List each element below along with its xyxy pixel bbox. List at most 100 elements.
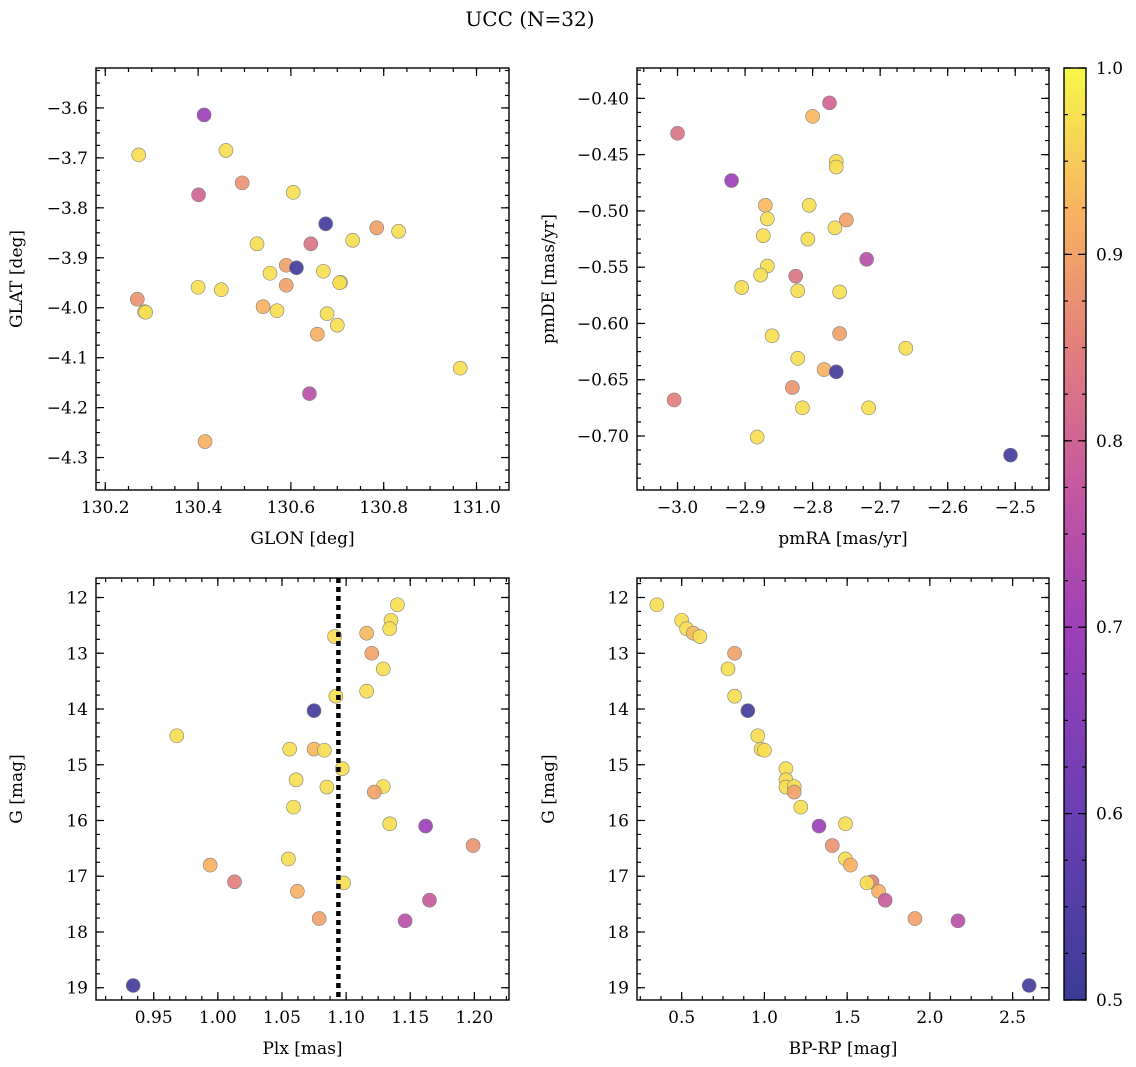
scatter-point xyxy=(828,364,844,380)
y-tick-label: −3.8 xyxy=(47,199,88,219)
scatter-point xyxy=(345,232,360,248)
scatter-point xyxy=(756,228,771,243)
y-tick-label: 15 xyxy=(607,756,629,776)
y-tick-label: 19 xyxy=(66,979,88,999)
y-tick-label: 12 xyxy=(607,589,629,609)
scatter-point xyxy=(861,400,876,416)
scatter-point xyxy=(169,728,185,744)
scatter-point xyxy=(302,386,317,401)
scatter-point xyxy=(249,236,265,252)
scatter-point xyxy=(877,892,893,908)
scatter-point xyxy=(318,216,334,232)
x-tick-label: 2.0 xyxy=(916,1008,943,1028)
y-tick-label: 16 xyxy=(66,811,88,831)
scatter-point xyxy=(306,703,322,718)
scatter-point xyxy=(790,351,806,366)
scatter-point xyxy=(734,280,749,295)
scatter-point xyxy=(790,283,806,299)
scatter-point xyxy=(382,621,398,637)
y-tick-label: −4.1 xyxy=(47,349,88,369)
panel-3: 0.95 1.00 1.05 1.10 1.15 1.20 12 13 14 15 16 17 18 19… xyxy=(7,577,510,1059)
scatter-point xyxy=(364,645,380,661)
y-tick-label: 13 xyxy=(66,644,88,664)
scatter-point xyxy=(749,429,765,445)
scatter-point xyxy=(288,772,304,788)
scatter-point xyxy=(359,625,374,641)
y-tick-label: 14 xyxy=(66,700,88,720)
y-tick-label: 17 xyxy=(607,867,629,887)
scatter-point xyxy=(898,340,914,356)
scatter-point xyxy=(282,741,297,757)
x-tick-label: −2.8 xyxy=(792,498,833,518)
y-tick-label: −3.7 xyxy=(47,149,88,169)
y-tick-label: −0.40 xyxy=(577,89,629,109)
colorbar-gradient xyxy=(1064,68,1086,1000)
y-tick-label: −4.0 xyxy=(47,299,88,319)
scatter-point xyxy=(278,277,294,293)
y-tick-label: 17 xyxy=(66,867,88,887)
scatter-point xyxy=(138,304,153,320)
y-tick-label: 13 xyxy=(607,644,629,664)
y-tick-label: 19 xyxy=(607,979,629,999)
scatter-point xyxy=(760,211,775,227)
scatter-point xyxy=(319,306,335,322)
scatter-point xyxy=(465,838,481,853)
scatter-point xyxy=(757,742,772,758)
scatter-point xyxy=(800,231,816,247)
x-axis-label: GLON [deg] xyxy=(250,529,354,549)
scatter-point xyxy=(317,742,332,758)
scatter-point xyxy=(1021,978,1037,993)
scatter-point xyxy=(750,728,766,744)
x-tick-label: 1.20 xyxy=(455,1008,493,1028)
y-tick-label: 18 xyxy=(607,923,629,943)
scatter-point xyxy=(227,874,242,890)
colorbar-tick-label: 0.7 xyxy=(1096,618,1123,638)
scatter-point xyxy=(131,147,146,163)
scatter-point xyxy=(234,175,250,191)
scatter-point xyxy=(788,268,804,284)
scatter-point xyxy=(262,265,278,281)
scatter-points xyxy=(130,107,468,449)
scatter-point xyxy=(255,299,271,315)
scatter-point xyxy=(130,291,145,307)
x-tick-label: −2.6 xyxy=(927,498,968,518)
x-tick-label: 130.6 xyxy=(267,498,316,518)
scatter-point xyxy=(720,661,736,677)
scatter-point xyxy=(422,892,437,908)
scatter-point xyxy=(330,317,345,333)
scatter-point xyxy=(269,303,285,319)
x-tick-label: −2.9 xyxy=(724,498,765,518)
scatter-points xyxy=(649,597,1037,993)
y-tick-label: 15 xyxy=(66,756,88,776)
scatter-point xyxy=(285,185,301,200)
y-tick-label: 18 xyxy=(66,923,88,943)
scatter-point xyxy=(125,978,141,993)
scatter-point xyxy=(332,275,347,291)
scatter-point xyxy=(190,279,206,295)
y-axis-label: pmDE [mas/yr] xyxy=(539,214,559,344)
scatter-point xyxy=(303,236,319,252)
scatter-point xyxy=(786,784,802,800)
scatter-point xyxy=(727,645,742,661)
axes-frame xyxy=(636,67,1050,491)
colorbar-tick-label: 0.5 xyxy=(1096,991,1123,1011)
colorbar: 0.5 0.6 0.7 0.8 0.9 1.0 xyxy=(1063,59,1123,1011)
scatter-point xyxy=(196,107,212,123)
panels: 130.2 130.4 130.6 130.8 131.0−3.6−3.7−3.8−3.… xyxy=(7,67,1050,1059)
y-tick-label: 14 xyxy=(607,700,629,720)
scatter-point xyxy=(859,875,875,891)
x-tick-label: 1.5 xyxy=(834,1008,861,1028)
x-tick-label: 1.15 xyxy=(391,1008,429,1028)
colorbar-tick-label: 0.8 xyxy=(1096,432,1123,452)
scatter-point xyxy=(359,683,374,699)
colorbar-tick-label: 0.6 xyxy=(1096,805,1123,825)
scatter-point xyxy=(801,197,817,213)
y-axis-label: GLAT [deg] xyxy=(7,230,27,328)
scatter-point xyxy=(822,95,837,111)
figure-title: UCC (N=32) xyxy=(465,7,594,31)
axes-frame xyxy=(95,67,510,491)
x-axis-label: pmRA [mas/yr] xyxy=(778,529,907,549)
x-tick-label: 0.5 xyxy=(668,1008,695,1028)
panel-1: 130.2 130.4 130.6 130.8 131.0 −3.6 −3.7 −3.8 −3.… xyxy=(7,67,510,549)
scatter-point xyxy=(281,851,296,867)
